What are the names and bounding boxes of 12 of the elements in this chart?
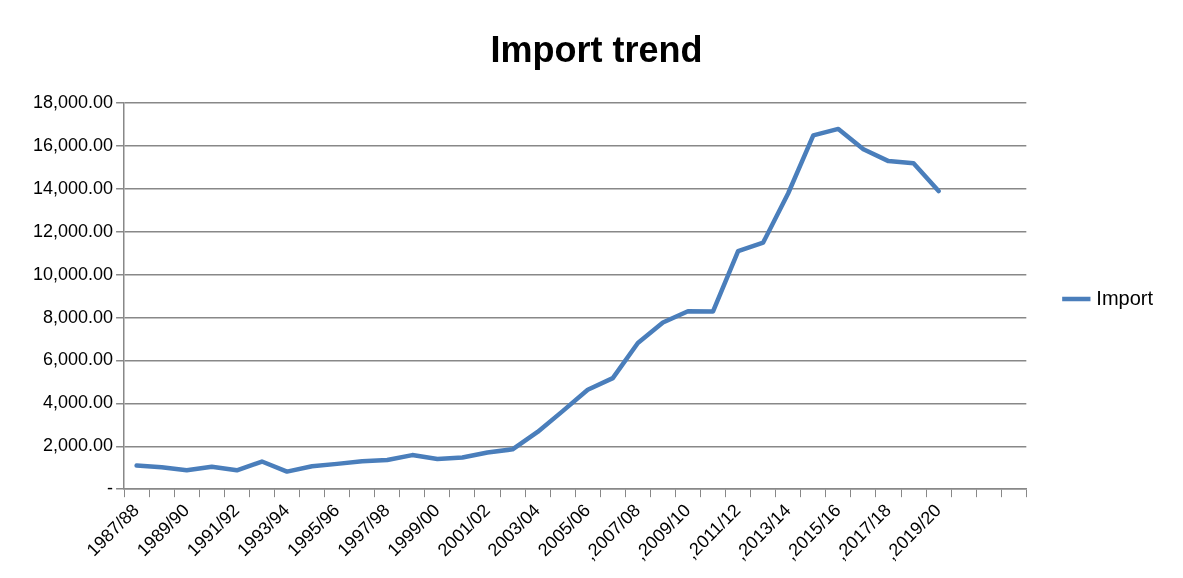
chart-title: Import trend [490, 28, 703, 70]
legend-label: Import [1096, 286, 1154, 309]
y-tick-label: 2,000.00 [43, 435, 114, 456]
y-tick-label: 4,000.00 [43, 392, 114, 413]
y-tick-label: - [107, 478, 114, 499]
y-tick-label: 10,000.00 [33, 263, 114, 284]
y-tick-label: 18,000.00 [33, 92, 114, 113]
y-tick-label: 8,000.00 [43, 306, 114, 327]
y-tick-label: 12,000.00 [33, 220, 114, 241]
y-tick-label: 14,000.00 [33, 177, 114, 198]
y-tick-label: 6,000.00 [43, 349, 114, 370]
y-tick-label: 16,000.00 [33, 135, 114, 156]
